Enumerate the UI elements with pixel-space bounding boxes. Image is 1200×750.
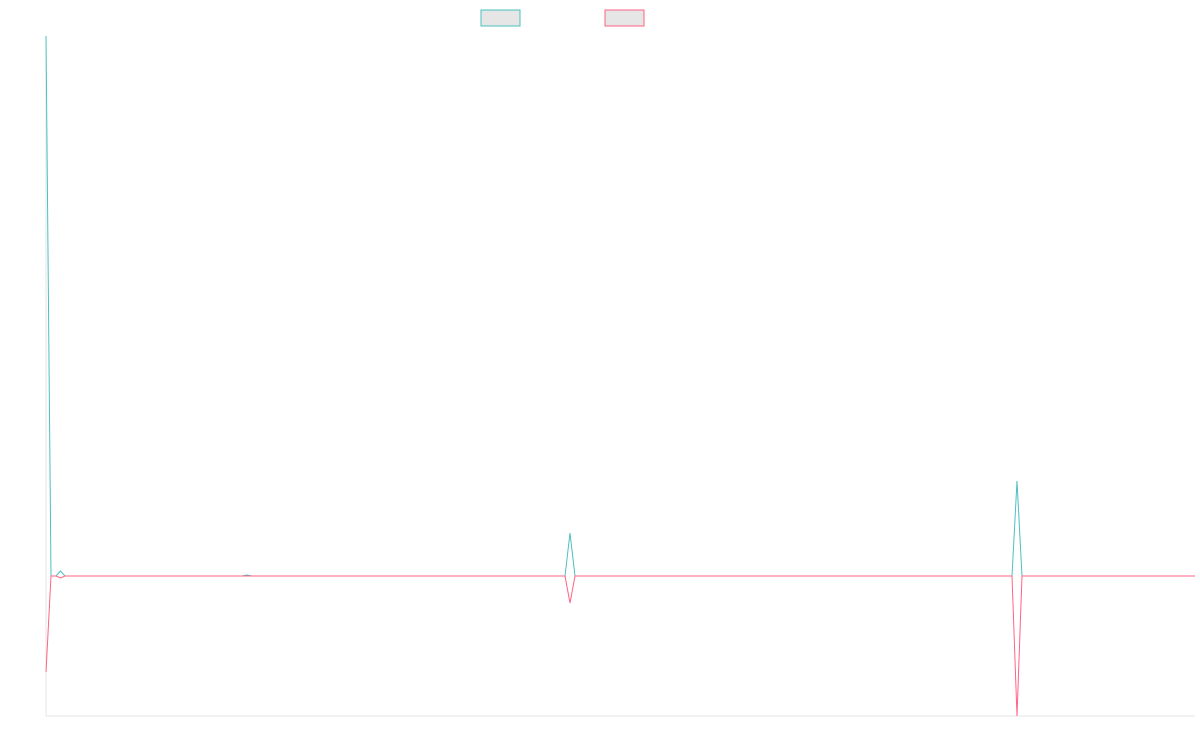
legend-swatch	[480, 9, 521, 27]
legend-swatch	[604, 9, 645, 27]
line-series	[45, 35, 1195, 577]
line-series	[45, 575, 1195, 717]
